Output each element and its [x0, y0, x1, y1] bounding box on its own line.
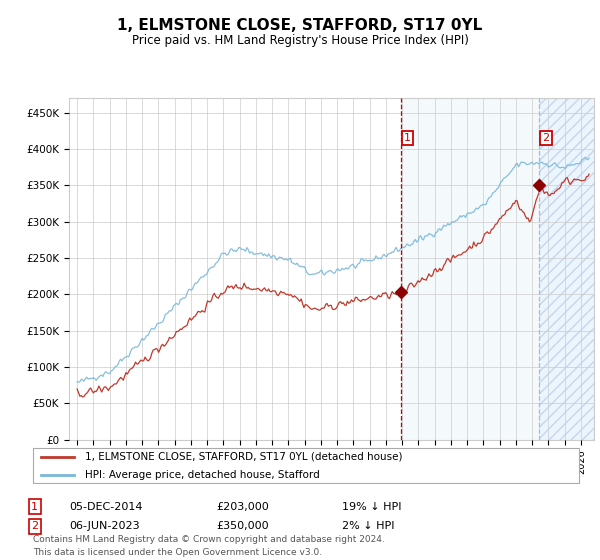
Text: 1, ELMSTONE CLOSE, STAFFORD, ST17 0YL: 1, ELMSTONE CLOSE, STAFFORD, ST17 0YL — [118, 18, 482, 32]
Text: 1, ELMSTONE CLOSE, STAFFORD, ST17 0YL (detached house): 1, ELMSTONE CLOSE, STAFFORD, ST17 0YL (d… — [85, 452, 403, 462]
Text: 05-DEC-2014: 05-DEC-2014 — [69, 502, 143, 512]
Text: 06-JUN-2023: 06-JUN-2023 — [69, 521, 140, 531]
FancyBboxPatch shape — [33, 448, 579, 483]
Bar — [539, 98, 594, 440]
Text: Price paid vs. HM Land Registry's House Price Index (HPI): Price paid vs. HM Land Registry's House … — [131, 34, 469, 48]
Text: HPI: Average price, detached house, Stafford: HPI: Average price, detached house, Staf… — [85, 470, 320, 480]
Text: Contains HM Land Registry data © Crown copyright and database right 2024.
This d: Contains HM Land Registry data © Crown c… — [33, 535, 385, 557]
Bar — [401, 98, 594, 440]
Text: 2% ↓ HPI: 2% ↓ HPI — [342, 521, 395, 531]
Text: 2: 2 — [542, 133, 550, 143]
Text: 1: 1 — [31, 502, 38, 512]
Text: £203,000: £203,000 — [216, 502, 269, 512]
Text: 19% ↓ HPI: 19% ↓ HPI — [342, 502, 401, 512]
Text: 1: 1 — [404, 133, 411, 143]
Text: £350,000: £350,000 — [216, 521, 269, 531]
Text: 2: 2 — [31, 521, 38, 531]
